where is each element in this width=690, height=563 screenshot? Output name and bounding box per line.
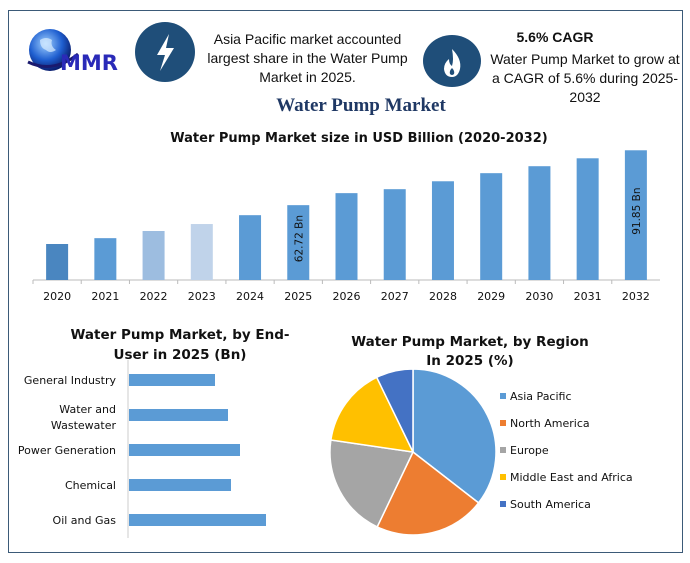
x-tick-label: 2021 bbox=[91, 290, 119, 303]
x-tick-label: 2028 bbox=[429, 290, 457, 303]
bar-2031 bbox=[576, 158, 599, 280]
x-tick-label: 2031 bbox=[574, 290, 602, 303]
bar-2024 bbox=[239, 215, 262, 280]
bar-2032 bbox=[624, 150, 647, 280]
bar-2022 bbox=[142, 231, 165, 280]
legend-marker bbox=[500, 474, 506, 480]
bar-water-and-wastewater bbox=[129, 409, 228, 421]
bar-oil-and-gas bbox=[129, 514, 266, 526]
bar-2028 bbox=[431, 181, 454, 280]
data-label: 91.85 Bn bbox=[631, 188, 643, 235]
y-tick-label-line1: Water and bbox=[59, 403, 116, 416]
bar-2030 bbox=[528, 166, 551, 280]
x-tick-label: 2022 bbox=[140, 290, 168, 303]
logo-text: MMR bbox=[60, 51, 118, 75]
pie-slice-europe bbox=[329, 439, 415, 528]
legend-label: South America bbox=[510, 498, 591, 511]
pie-slice-south-america bbox=[375, 368, 414, 453]
legend-marker bbox=[500, 447, 506, 453]
x-tick-label: 2024 bbox=[236, 290, 264, 303]
y-tick-label: General Industry bbox=[24, 374, 117, 387]
x-tick-label: 2023 bbox=[188, 290, 216, 303]
bar-2020 bbox=[46, 244, 69, 280]
x-tick-label: 2030 bbox=[525, 290, 553, 303]
legend-label: Middle East and Africa bbox=[510, 471, 633, 484]
y-tick-label: Oil and Gas bbox=[53, 514, 117, 527]
y-tick-label: Power Generation bbox=[18, 444, 116, 457]
bar-2021 bbox=[94, 238, 117, 280]
pie-slice-middle-east-and-africa bbox=[330, 376, 415, 453]
info-asia-pacific: Asia Pacific market accounted largest sh… bbox=[207, 31, 408, 85]
bar-2029 bbox=[480, 173, 503, 280]
pie-slice-asia-pacific bbox=[412, 368, 497, 504]
region-pie-chart: Asia Pacific North America Europe Middle Ea… bbox=[329, 368, 633, 536]
info-cagr: Water Pump Market to grow at a CAGR of 5… bbox=[490, 51, 680, 105]
frame-border bbox=[8, 10, 683, 553]
market-size-bar-chart: 2020 2021 2022 2023 2024 2025 62.72 Bn 2026 2027… bbox=[32, 150, 660, 303]
legend-label: Europe bbox=[510, 444, 549, 457]
x-tick-label: 2029 bbox=[477, 290, 505, 303]
end-user-bar-chart: General Industry Water and Wastewater Power… bbox=[18, 360, 266, 538]
flame-icon bbox=[423, 35, 481, 87]
bar-2023 bbox=[190, 224, 213, 280]
legend-label: Asia Pacific bbox=[510, 390, 572, 403]
data-label: 62.72 Bn bbox=[293, 215, 305, 262]
bar-2026 bbox=[335, 193, 358, 280]
y-tick-label-line2: Wastewater bbox=[51, 419, 117, 432]
bar-chemical bbox=[129, 479, 231, 491]
page-title: Water Pump Market bbox=[276, 95, 446, 116]
mmr-logo: MMR bbox=[20, 22, 130, 82]
legend-marker bbox=[500, 393, 506, 399]
bar-general-industry bbox=[129, 374, 215, 386]
legend-marker bbox=[500, 420, 506, 426]
x-tick-label: 2025 bbox=[284, 290, 312, 303]
x-tick-label: 2020 bbox=[43, 290, 71, 303]
y-tick-label: Chemical bbox=[65, 479, 116, 492]
bar-2025 bbox=[287, 205, 310, 280]
x-tick-label: 2027 bbox=[381, 290, 409, 303]
x-tick-label: 2026 bbox=[333, 290, 361, 303]
end-user-chart-title: Water Pump Market, by End-User in 2025 (… bbox=[70, 327, 290, 363]
bar-chart-title: Water Pump Market size in USD Billion (2… bbox=[170, 131, 548, 146]
region-chart-title: Water Pump Market, by Region In 2025 (%) bbox=[351, 334, 589, 369]
bar-power-generation bbox=[129, 444, 240, 456]
cagr-title: 5.6% CAGR bbox=[516, 29, 594, 45]
bar-2027 bbox=[383, 189, 406, 280]
globe-icon: MMR bbox=[27, 29, 118, 75]
lightning-icon bbox=[135, 22, 195, 82]
legend-marker bbox=[500, 501, 506, 507]
x-tick-label: 2032 bbox=[622, 290, 650, 303]
pie-slice-north-america bbox=[376, 450, 480, 536]
legend-label: North America bbox=[510, 417, 590, 430]
